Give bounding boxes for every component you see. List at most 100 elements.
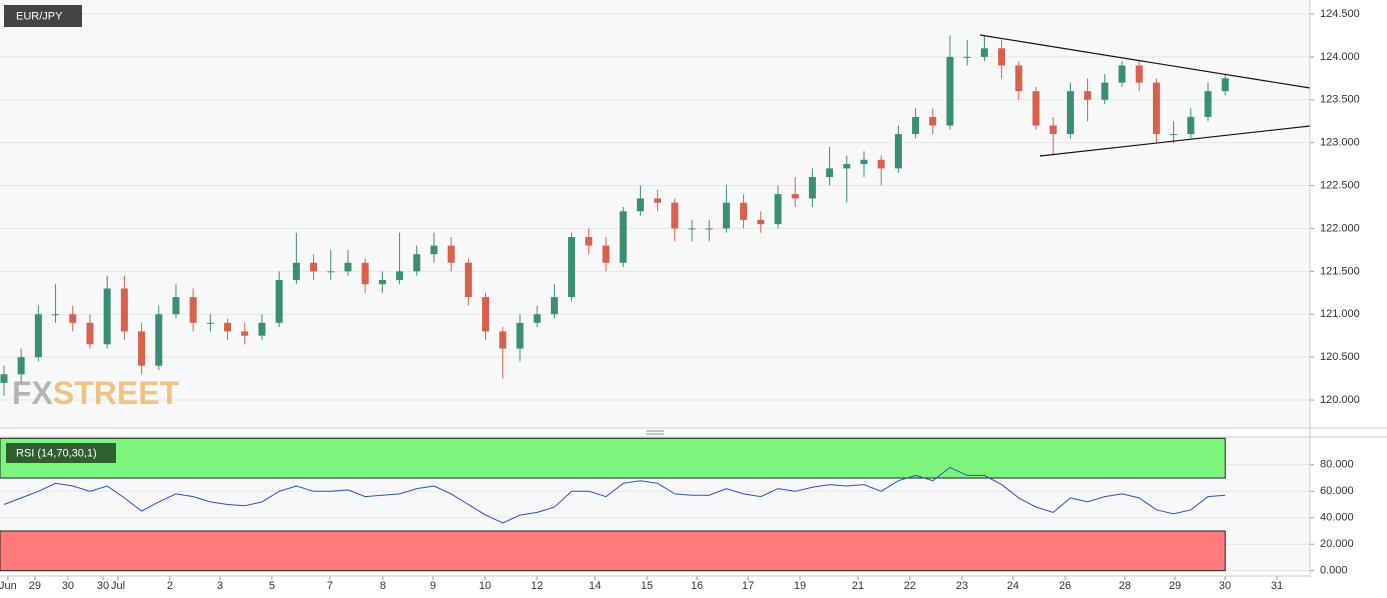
- candle-body: [120, 288, 128, 332]
- plot-layer: 120.000120.500121.000121.500122.000122.5…: [0, 8, 1360, 592]
- candle-body: [1118, 65, 1126, 83]
- price-panel: [0, 0, 1310, 428]
- y-tick-label: 121.000: [1320, 308, 1360, 320]
- x-tick-label: 10: [479, 580, 491, 592]
- x-tick-label: 29: [1169, 580, 1181, 592]
- candle-body: [1187, 116, 1195, 135]
- candle-body: [516, 322, 524, 349]
- candle-body: [52, 314, 60, 316]
- y-tick-label: 60.000: [1320, 485, 1354, 497]
- candle-body: [740, 202, 748, 220]
- x-tick-label: Jun: [0, 580, 17, 592]
- x-tick-label: 31: [1271, 580, 1283, 592]
- candle-body: [1049, 125, 1057, 135]
- y-tick-label: 123.000: [1320, 137, 1360, 149]
- x-tick-label: 23: [956, 580, 968, 592]
- watermark-street: STREET: [53, 375, 180, 411]
- y-tick-label: 80.000: [1320, 459, 1354, 471]
- x-tick-label: 30: [97, 580, 109, 592]
- y-tick-label: 122.000: [1320, 222, 1360, 234]
- y-tick-label: 120.500: [1320, 351, 1360, 363]
- x-tick-label: 29: [29, 580, 41, 592]
- y-tick-label: 120.000: [1320, 394, 1360, 406]
- candle-body: [1101, 82, 1109, 100]
- candle-body: [1221, 78, 1229, 92]
- x-tick-label: 22: [904, 580, 916, 592]
- rsi-line: [3, 466, 1226, 524]
- y-tick-label: 40.000: [1320, 512, 1354, 524]
- candle-body: [69, 314, 77, 323]
- candle-body: [533, 314, 541, 323]
- x-tick-label: 3: [217, 580, 223, 592]
- x-tick-label: 9: [430, 580, 436, 592]
- candle-body: [447, 245, 455, 263]
- y-tick-label: 124.500: [1320, 8, 1360, 20]
- x-tick-label: 28: [1119, 580, 1131, 592]
- watermark: FXSTREET: [12, 375, 180, 411]
- x-tick-label: 21: [852, 580, 864, 592]
- candle-body: [688, 228, 696, 230]
- candle-body: [602, 245, 610, 263]
- candle-body: [464, 262, 472, 298]
- candle-body: [619, 211, 627, 263]
- y-tick-label: 121.500: [1320, 265, 1360, 277]
- x-tick-label: 12: [531, 580, 543, 592]
- candle-body: [1015, 65, 1023, 92]
- candle-body: [550, 297, 558, 315]
- y-tick-label: 0.000: [1320, 565, 1348, 577]
- candle-body: [344, 262, 352, 272]
- candle-body: [946, 56, 954, 126]
- candle-body: [327, 271, 335, 273]
- candle-body: [1084, 91, 1092, 100]
- candle-body: [877, 159, 885, 169]
- candle-body: [430, 245, 438, 255]
- x-tick-label: 15: [641, 580, 653, 592]
- x-tick-label: 17: [742, 580, 754, 592]
- candle-body: [292, 262, 300, 280]
- candle-body: [86, 322, 94, 345]
- candle-body: [17, 357, 25, 375]
- candle-body: [275, 279, 283, 323]
- candle-body: [310, 262, 318, 272]
- candle-body: [722, 202, 730, 229]
- candle-body: [808, 176, 816, 199]
- candle-body: [963, 56, 971, 58]
- candle-body: [1135, 65, 1143, 83]
- candle-body: [1170, 134, 1178, 136]
- indicator-box: [6, 443, 116, 463]
- candle-body: [189, 297, 197, 323]
- candle-body: [103, 288, 111, 345]
- candle-body: [912, 116, 920, 135]
- candle-body: [224, 322, 232, 332]
- y-tick-label: 20.000: [1320, 538, 1354, 550]
- candle-body: [791, 194, 799, 199]
- indicator-label: RSI (14,70,30,1): [16, 447, 97, 459]
- x-tick-label: 8: [380, 580, 386, 592]
- candle-body: [929, 116, 937, 126]
- x-tick-label: 5: [269, 580, 275, 592]
- candle-body: [0, 374, 8, 383]
- candle-body: [654, 198, 662, 203]
- candle-body: [155, 314, 163, 366]
- candle-body: [1152, 82, 1160, 135]
- candle-body: [757, 219, 765, 225]
- y-tick-label: 124.000: [1320, 51, 1360, 63]
- splitter-handle[interactable]: [646, 430, 664, 435]
- candle-body: [568, 237, 576, 298]
- symbol-box: [4, 5, 82, 27]
- candle-body: [396, 271, 404, 280]
- candle-body: [1066, 91, 1074, 135]
- x-tick-label: 24: [1007, 580, 1019, 592]
- candle-body: [172, 297, 180, 315]
- x-tick-label: 2: [167, 580, 173, 592]
- candle-body: [998, 48, 1006, 66]
- candle-body: [774, 194, 782, 225]
- candle-body: [378, 279, 386, 285]
- x-tick-label: Jul: [111, 580, 125, 592]
- candle-body: [1032, 91, 1040, 126]
- candle-body: [482, 297, 490, 332]
- candle-body: [860, 159, 868, 165]
- trend-line: [1039, 125, 1311, 157]
- candle-body: [34, 314, 42, 358]
